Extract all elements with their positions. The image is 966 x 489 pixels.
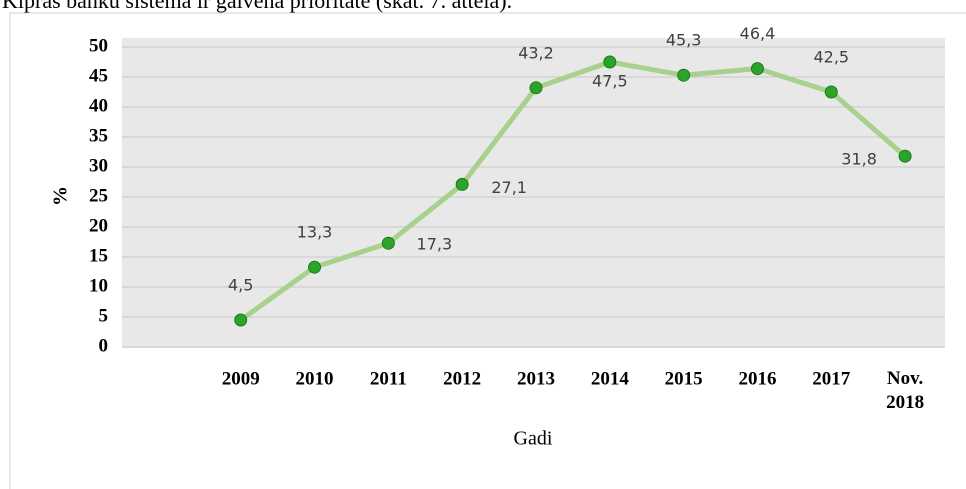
data-label: 43,2 — [518, 43, 554, 62]
data-point — [381, 236, 395, 250]
y-tick-label: 0 — [99, 335, 109, 356]
chart-frame — [9, 12, 966, 489]
data-point — [603, 55, 617, 69]
x-tick-label: Nov. 2018 — [886, 368, 924, 413]
data-label: 42,5 — [813, 48, 849, 67]
data-label: 45,3 — [666, 31, 702, 50]
x-tick-label: 2014 — [591, 368, 630, 389]
x-tick-label: 2013 — [517, 368, 555, 389]
y-tick-label: 15 — [89, 245, 108, 266]
x-tick-label: 2015 — [665, 368, 703, 389]
y-axis-label: % — [50, 186, 72, 206]
data-point — [677, 68, 691, 82]
y-tick-label: 30 — [89, 155, 108, 176]
data-point — [234, 313, 248, 327]
y-tick-label: 40 — [89, 95, 108, 116]
data-label: 46,4 — [740, 24, 776, 43]
x-tick-label: 2009 — [222, 368, 260, 389]
data-line — [239, 59, 907, 323]
y-tick-label: 20 — [89, 215, 108, 236]
y-tick-label: 50 — [89, 35, 108, 56]
x-tick-label: 2016 — [738, 368, 776, 389]
data-point — [898, 149, 912, 163]
data-label: 17,3 — [417, 235, 453, 254]
y-tick-label: 25 — [89, 185, 108, 206]
data-label: 31,8 — [841, 150, 877, 169]
data-point — [529, 81, 543, 95]
data-point — [750, 62, 764, 76]
data-point — [308, 260, 322, 274]
data-label: 13,3 — [297, 223, 333, 242]
data-point — [824, 85, 838, 99]
data-label: 27,1 — [491, 178, 527, 197]
y-tick-label: 10 — [89, 275, 108, 296]
x-tick-label: 2017 — [812, 368, 851, 389]
y-tick-label: 35 — [89, 125, 108, 146]
x-tick-label: 2012 — [443, 368, 481, 389]
caption: Kipras banku sistēma ir galvenā prioritā… — [2, 0, 512, 13]
x-tick-label: 2011 — [370, 368, 407, 389]
y-tick-label: 5 — [99, 305, 109, 326]
data-label: 47,5 — [592, 72, 628, 91]
x-axis-label: Gadi — [514, 428, 553, 450]
data-point — [455, 177, 469, 191]
x-tick-label: 2010 — [296, 368, 334, 389]
data-label: 4,5 — [228, 276, 253, 295]
y-tick-label: 45 — [89, 65, 108, 86]
